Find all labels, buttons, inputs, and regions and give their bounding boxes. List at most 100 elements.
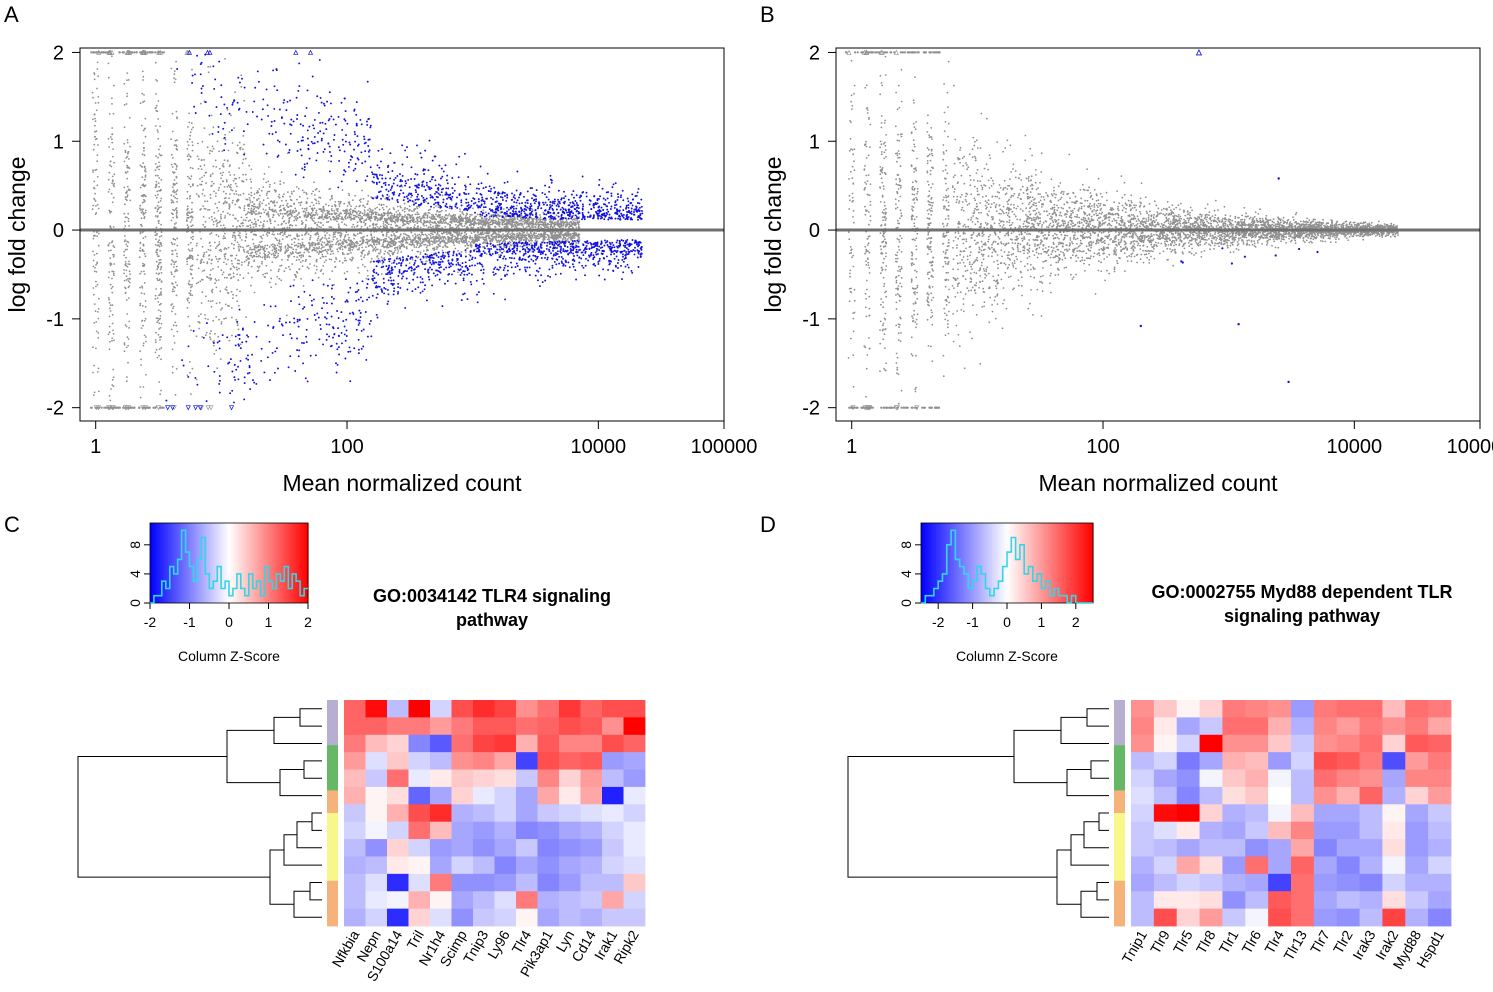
gray-point [497, 239, 500, 242]
gray-point [256, 265, 259, 268]
gray-point [505, 215, 507, 218]
gray-point [250, 248, 253, 251]
gray-point [319, 270, 322, 273]
gray-point [145, 340, 147, 343]
gray-point [379, 225, 382, 228]
gray-point [450, 199, 453, 202]
gray-point [289, 234, 292, 237]
gray-point [427, 240, 430, 242]
gray-point [202, 216, 205, 218]
gray-point [227, 258, 229, 261]
gray-point [188, 183, 190, 186]
gray-point [293, 219, 295, 222]
gray-point [326, 209, 328, 212]
gray-point [441, 209, 443, 212]
gray-point [411, 242, 414, 244]
gray-point [232, 199, 234, 202]
gray-point [110, 287, 113, 290]
gray-point [436, 232, 439, 235]
gray-point [331, 270, 334, 272]
gray-point [191, 144, 194, 147]
gray-point [290, 191, 293, 193]
gray-point [139, 386, 142, 388]
gray-point [234, 91, 237, 94]
gray-point [318, 246, 321, 248]
gray-point [266, 220, 269, 223]
gray-point [356, 221, 359, 224]
gray-point [220, 269, 223, 272]
gray-point [230, 189, 233, 191]
gray-point [374, 241, 377, 244]
gray-point [414, 213, 417, 216]
gray-point [109, 164, 111, 167]
gray-point [464, 222, 467, 225]
gray-point [272, 243, 274, 246]
gray-point [316, 239, 319, 242]
gray-point [238, 167, 241, 170]
gray-point [317, 253, 320, 255]
gray-point [215, 247, 217, 250]
gray-point [572, 237, 574, 240]
gray-point [238, 248, 240, 251]
gray-point [223, 202, 226, 204]
gray-point [532, 233, 535, 236]
gray-point [269, 200, 272, 203]
gray-point [570, 220, 573, 223]
gray-point [499, 240, 502, 242]
gray-point [189, 371, 192, 374]
gray-point [461, 225, 464, 228]
gray-point [511, 232, 513, 235]
gray-point [383, 213, 386, 216]
gray-point [257, 191, 260, 194]
gray-point [442, 246, 444, 249]
gray-point [210, 305, 213, 308]
gray-point [139, 204, 142, 207]
gray-point [566, 238, 569, 241]
gray-point [224, 257, 227, 260]
gray-point [488, 218, 491, 221]
gray-point [275, 211, 278, 213]
gray-point [548, 237, 550, 239]
gray-point [111, 138, 113, 141]
gray-point [305, 219, 308, 222]
gray-point [171, 153, 173, 156]
gray-point [156, 356, 159, 359]
gray-point [278, 277, 281, 280]
gray-point [188, 301, 191, 304]
gray-point [108, 394, 111, 397]
gray-point [250, 265, 253, 268]
gray-point [236, 268, 238, 271]
gray-point [242, 249, 245, 252]
gray-point [282, 204, 285, 207]
gray-point [303, 215, 306, 218]
gray-point [322, 272, 325, 275]
gray-point [510, 220, 513, 223]
gray-point [483, 241, 486, 244]
gray-point [512, 236, 515, 238]
gray-point [186, 260, 189, 263]
gray-point [273, 256, 276, 259]
gray-point [319, 221, 322, 224]
gray-point [93, 254, 96, 256]
gray-point [111, 337, 114, 339]
gray-point [356, 233, 359, 235]
gray-point [303, 251, 306, 254]
gray-point [207, 71, 210, 74]
gray-point [274, 220, 276, 223]
gray-point [246, 251, 248, 254]
gray-point [145, 336, 147, 338]
gray-point [207, 300, 210, 302]
gray-point [126, 177, 129, 180]
gray-point [209, 273, 212, 276]
gray-point [354, 244, 356, 247]
gray-point [107, 62, 110, 65]
gray-point [205, 331, 208, 334]
gray-point [187, 126, 189, 128]
gray-point [325, 203, 327, 206]
gray-point [509, 241, 512, 244]
gray-point [295, 248, 298, 251]
gray-point [497, 214, 499, 217]
gray-point [175, 265, 178, 268]
gray-point [372, 250, 374, 252]
gray-point [219, 183, 222, 186]
